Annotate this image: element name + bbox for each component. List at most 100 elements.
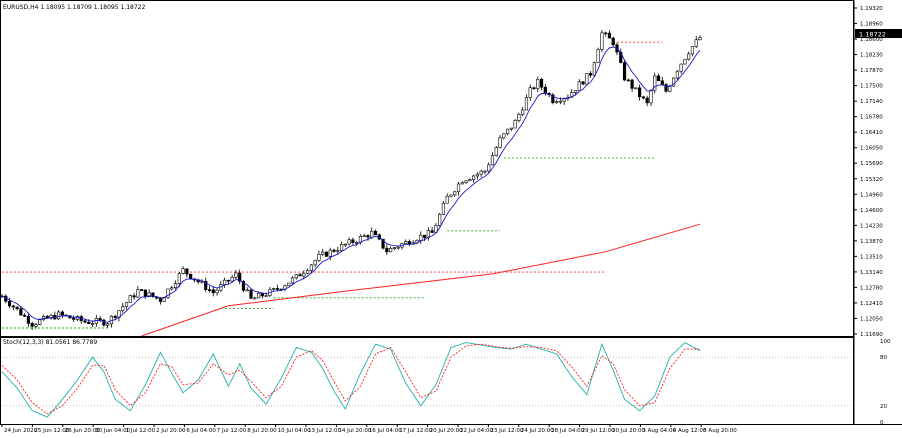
price-tick-label: 1.17870: [860, 68, 883, 74]
candle-body: [370, 230, 374, 238]
slow-ma-line: [141, 223, 701, 337]
candle-body: [422, 234, 427, 238]
sr-levels: [2, 41, 663, 329]
current-price-box: [855, 29, 902, 38]
price-tick-label: 1.12050: [860, 316, 883, 322]
candle-body: [456, 183, 461, 193]
candle-body: [355, 242, 359, 244]
candle-body: [694, 39, 698, 47]
time-tick-label: 14 Jul 20:00: [338, 428, 371, 434]
candle-body: [362, 235, 366, 237]
candle-body: [392, 247, 396, 250]
time-tick-label: 24 Jul 20:00: [521, 428, 554, 434]
stoch-tick-label: 80: [880, 355, 887, 361]
time-tick-label: 10 Jul 04:00: [278, 428, 311, 434]
candle-body: [558, 100, 562, 103]
candle-body: [656, 75, 661, 82]
candle-body: [472, 175, 476, 180]
candle-body: [592, 62, 596, 76]
price-tick-label: 1.19320: [860, 6, 883, 12]
candle-body: [140, 289, 144, 291]
candle-body: [517, 114, 521, 121]
candle-body: [600, 32, 604, 50]
candle-body: [498, 137, 502, 148]
candle-body: [581, 81, 585, 85]
candle-body: [102, 319, 106, 326]
candle-body: [419, 234, 423, 241]
current-price-label: 1.18722: [859, 31, 886, 39]
time-tick-label: 1 Jul 12:00: [126, 428, 156, 434]
price-tick-label: 1.15320: [860, 177, 883, 183]
candle-body: [234, 272, 238, 278]
candle-body: [7, 301, 12, 307]
stoch-header: Stoch(12,3,3) 81.0561 86.7789: [3, 339, 97, 346]
candle-body: [671, 77, 676, 87]
stoch-tick-label: 100: [880, 339, 891, 345]
candle-body: [551, 94, 555, 104]
candle-body: [622, 62, 627, 81]
price-tick-label: 1.18600: [860, 37, 883, 43]
candle-body: [611, 37, 615, 46]
candle-body: [509, 127, 513, 130]
candle-body: [555, 101, 559, 104]
candle-body: [626, 79, 630, 82]
candle-body: [226, 279, 230, 282]
candle-body: [683, 58, 687, 65]
candle-body: [524, 97, 529, 111]
candle-body: [604, 32, 608, 35]
candle-body: [634, 87, 638, 90]
time-tick-label: 5 Aug 20:00: [703, 428, 737, 434]
candle-body: [324, 251, 329, 257]
time-tick-label: 23 Jul 12:00: [490, 428, 523, 434]
price-tick-label: 1.13870: [860, 239, 883, 245]
candle-body: [328, 249, 332, 257]
slow-ma-path: [141, 223, 701, 337]
candle-body: [373, 230, 378, 236]
candle-body: [494, 147, 498, 156]
candle-body: [72, 317, 76, 320]
candle-body: [23, 314, 27, 317]
candle-body: [351, 239, 355, 243]
time-tick-label: 16 Jul 04:00: [369, 428, 402, 434]
time-tick-label: 2 Jul 20:00: [156, 428, 186, 434]
candle-body: [313, 260, 317, 266]
stoch-lines: [1, 342, 701, 418]
candle-body: [675, 70, 679, 79]
candle-body: [438, 214, 442, 226]
candle-body: [381, 238, 385, 249]
price-tick-label: 1.14230: [860, 223, 883, 229]
candle-body: [75, 316, 80, 320]
candle-body: [487, 164, 491, 172]
candle-body: [298, 274, 302, 277]
candle-body: [483, 170, 487, 173]
price-tick-label: 1.14600: [860, 208, 883, 214]
candle-body: [513, 120, 517, 129]
candle-body: [309, 264, 313, 271]
candle-body: [143, 289, 147, 297]
candle-body: [660, 80, 664, 85]
candle-body: [336, 250, 340, 252]
candle-body: [30, 323, 34, 327]
candle-body: [460, 182, 464, 185]
price-tick-label: 1.15690: [860, 161, 883, 167]
candle-body: [38, 319, 42, 325]
candle-body: [170, 287, 174, 290]
candle-body: [664, 84, 668, 92]
candle-body: [449, 194, 453, 197]
time-tick-label: 7 Jul 12:00: [217, 428, 247, 434]
candle-body: [241, 281, 246, 291]
candle-body: [113, 315, 117, 318]
main-pane-border: [0, 0, 854, 337]
candle-body: [536, 78, 540, 89]
candle-body: [272, 288, 276, 290]
candle-body: [260, 293, 264, 297]
time-tick-label: 25 Jun 12:00: [34, 428, 69, 434]
candle-body: [389, 248, 393, 253]
candle-body: [124, 302, 129, 307]
candle-body: [453, 191, 457, 196]
candle-body: [585, 73, 589, 85]
candle-body: [468, 179, 472, 182]
